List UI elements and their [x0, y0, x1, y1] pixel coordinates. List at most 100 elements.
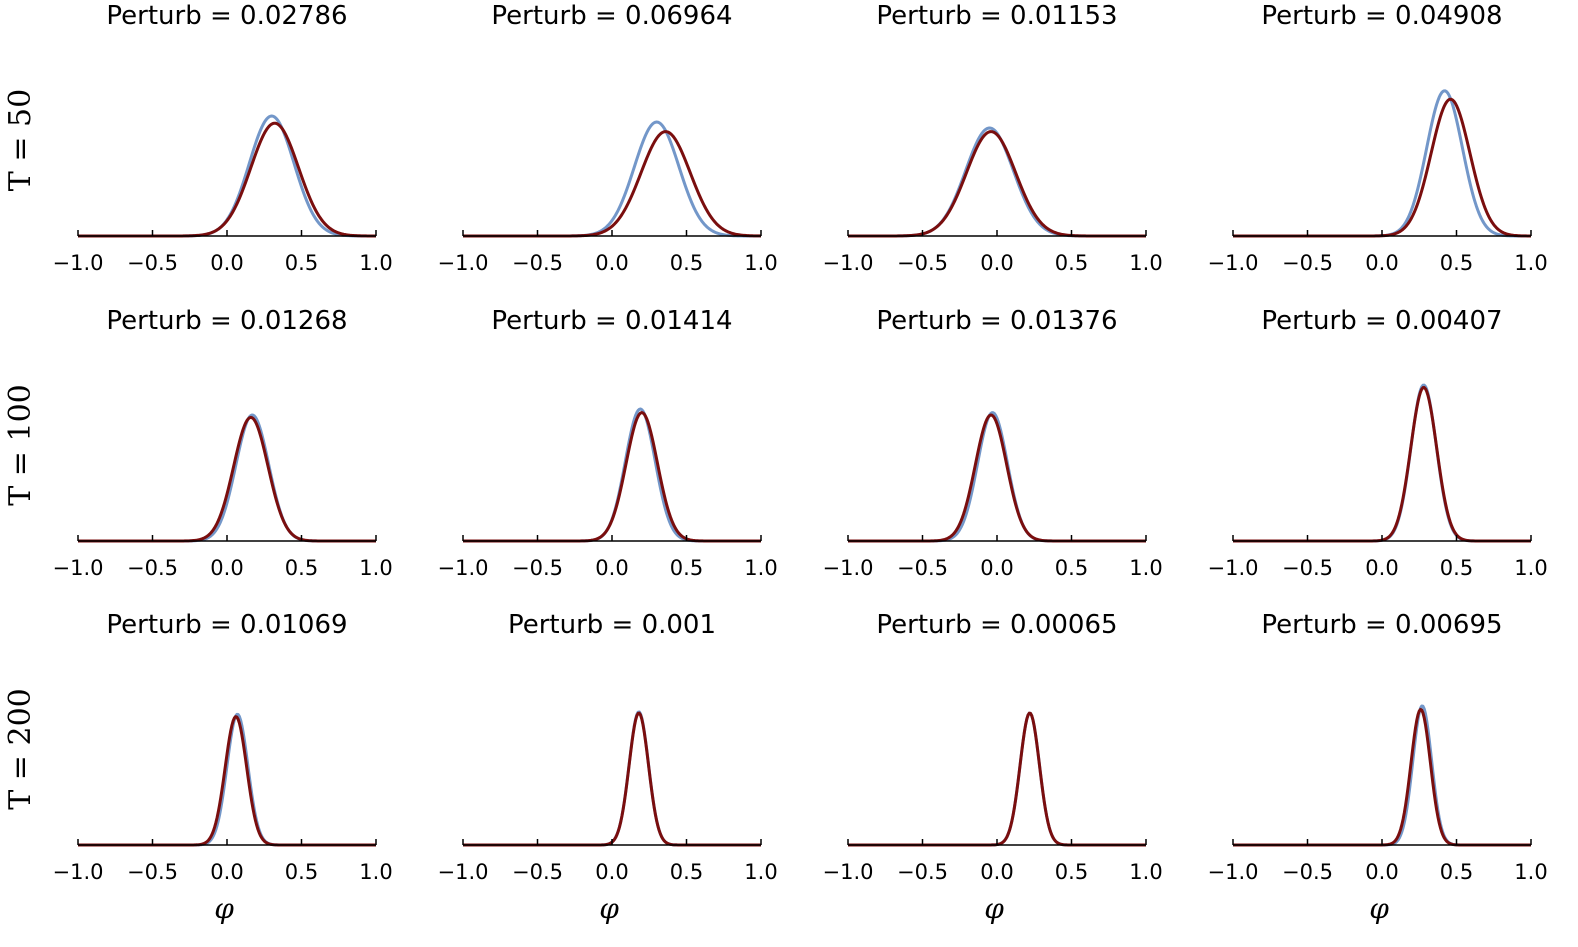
subplot-title: Perturb = 0.00407 — [1261, 306, 1502, 336]
x-tick-label: 1.0 — [744, 860, 777, 884]
subplot-title: Perturb = 0.04908 — [1261, 1, 1502, 31]
subplot: Perturb = 0.00695 −1.0 −0.5 0.0 0.5 1.0 φ — [1208, 610, 1548, 925]
x-tick-label: 1.0 — [359, 860, 392, 884]
x-tick-label: −0.5 — [512, 860, 563, 884]
x-tick-label: 0.0 — [595, 251, 628, 275]
reference-density-line — [847, 126, 1147, 238]
x-tick-label: 0.5 — [1055, 556, 1088, 580]
subplot-title: Perturb = 0.06964 — [491, 1, 732, 31]
subplot-title: Perturb = 0.01268 — [106, 306, 347, 336]
x-tick-label: 1.0 — [744, 251, 777, 275]
reference-density-line — [1232, 383, 1532, 543]
x-tick-label: −0.5 — [127, 251, 178, 275]
x-tick-label: −1.0 — [1208, 860, 1259, 884]
perturbed-density-line — [847, 711, 1147, 847]
x-tick-label: 1.0 — [1129, 556, 1162, 580]
x-tick-label: −1.0 — [823, 556, 874, 580]
perturbed-density-line — [462, 411, 762, 543]
x-tick-label: 1.0 — [1129, 860, 1162, 884]
x-tick-label: 0.0 — [210, 556, 243, 580]
subplot-title: Perturb = 0.01376 — [876, 306, 1117, 336]
x-tick-label: 0.0 — [1365, 556, 1398, 580]
x-tick-label: −0.5 — [1282, 251, 1333, 275]
subplot-title: Perturb = 0.01414 — [491, 306, 732, 336]
x-tick-label: −0.5 — [512, 251, 563, 275]
perturbed-density-line — [847, 413, 1147, 543]
x-tick-label: 0.5 — [1440, 556, 1473, 580]
x-tick-label: 0.0 — [980, 860, 1013, 884]
subplot-title: Perturb = 0.02786 — [106, 1, 347, 31]
subplot-title: Perturb = 0.001 — [508, 610, 716, 640]
x-tick-label: 1.0 — [1514, 860, 1547, 884]
x-tick-label: −1.0 — [823, 860, 874, 884]
reference-density-line — [847, 711, 1147, 847]
x-tick-label: 0.5 — [285, 860, 318, 884]
x-axis-label: φ — [214, 892, 234, 925]
x-tick-label: 0.5 — [670, 860, 703, 884]
x-tick-label: −1.0 — [53, 556, 104, 580]
x-tick-label: −0.5 — [127, 556, 178, 580]
x-tick-label: −0.5 — [1282, 556, 1333, 580]
perturbed-density-line — [77, 715, 377, 847]
x-tick-label: 0.5 — [1440, 251, 1473, 275]
perturbed-density-line — [77, 121, 377, 238]
reference-density-line — [847, 411, 1147, 543]
x-tick-label: −1.0 — [53, 251, 104, 275]
x-tick-label: 0.0 — [595, 556, 628, 580]
x-tick-label: 0.5 — [1440, 860, 1473, 884]
x-tick-label: 0.5 — [670, 556, 703, 580]
x-tick-label: −0.5 — [897, 556, 948, 580]
subplot: Perturb = 0.04908 −1.0 −0.5 0.0 0.5 1.0 — [1208, 1, 1548, 275]
reference-density-line — [1232, 704, 1532, 847]
x-tick-label: −1.0 — [438, 251, 489, 275]
x-tick-label: −0.5 — [897, 251, 948, 275]
perturbed-density-line — [847, 130, 1147, 238]
x-tick-label: −1.0 — [438, 556, 489, 580]
x-tick-label: −1.0 — [1208, 251, 1259, 275]
x-tick-label: 0.5 — [670, 251, 703, 275]
x-axis-label: φ — [984, 892, 1004, 925]
subplot: Perturb = 0.06964 −1.0 −0.5 0.0 0.5 1.0 — [438, 1, 778, 275]
x-tick-label: 1.0 — [1514, 251, 1547, 275]
perturbed-density-line — [1232, 386, 1532, 543]
x-tick-label: 0.0 — [980, 251, 1013, 275]
x-axis-label: φ — [1369, 892, 1389, 925]
subplot: Perturb = 0.02786 −1.0 −0.5 0.0 0.5 1.0 — [53, 1, 393, 275]
reference-density-line — [77, 413, 377, 543]
x-tick-label: 0.5 — [1055, 251, 1088, 275]
x-tick-label: −1.0 — [53, 860, 104, 884]
perturbed-density-line — [462, 711, 762, 847]
subplot: Perturb = 0.00407 −1.0 −0.5 0.0 0.5 1.0 — [1208, 306, 1548, 580]
subplot-title: Perturb = 0.00065 — [876, 610, 1117, 640]
x-tick-label: 0.5 — [285, 251, 318, 275]
subplot: Perturb = 0.01268 −1.0 −0.5 0.0 0.5 1.0 — [53, 306, 393, 580]
x-tick-label: −0.5 — [897, 860, 948, 884]
row-label: T = 100 — [3, 384, 38, 505]
x-tick-label: 1.0 — [744, 556, 777, 580]
reference-density-line — [77, 712, 377, 847]
row-label: T = 50 — [3, 89, 38, 191]
x-axis-label: φ — [599, 892, 619, 925]
x-tick-label: 0.0 — [1365, 251, 1398, 275]
x-tick-label: 0.0 — [210, 860, 243, 884]
x-tick-label: −0.5 — [127, 860, 178, 884]
subplot: Perturb = 0.01153 −1.0 −0.5 0.0 0.5 1.0 — [823, 1, 1163, 275]
x-tick-label: 0.0 — [1365, 860, 1398, 884]
x-tick-label: 0.0 — [980, 556, 1013, 580]
subplot: Perturb = 0.00065 −1.0 −0.5 0.0 0.5 1.0 φ — [823, 610, 1163, 925]
perturbed-density-line — [77, 415, 377, 543]
reference-density-line — [462, 710, 762, 847]
x-tick-label: 0.0 — [595, 860, 628, 884]
x-tick-label: −0.5 — [512, 556, 563, 580]
x-tick-label: 1.0 — [359, 251, 392, 275]
subplot: Perturb = 0.001 −1.0 −0.5 0.0 0.5 1.0 φ — [438, 610, 778, 925]
x-tick-label: 0.5 — [1055, 860, 1088, 884]
reference-density-line — [77, 114, 377, 238]
x-tick-label: −1.0 — [438, 860, 489, 884]
x-tick-label: −1.0 — [823, 251, 874, 275]
x-tick-label: 1.0 — [1514, 556, 1547, 580]
x-tick-label: 0.0 — [210, 251, 243, 275]
x-tick-label: −1.0 — [1208, 556, 1259, 580]
x-tick-label: 1.0 — [359, 556, 392, 580]
